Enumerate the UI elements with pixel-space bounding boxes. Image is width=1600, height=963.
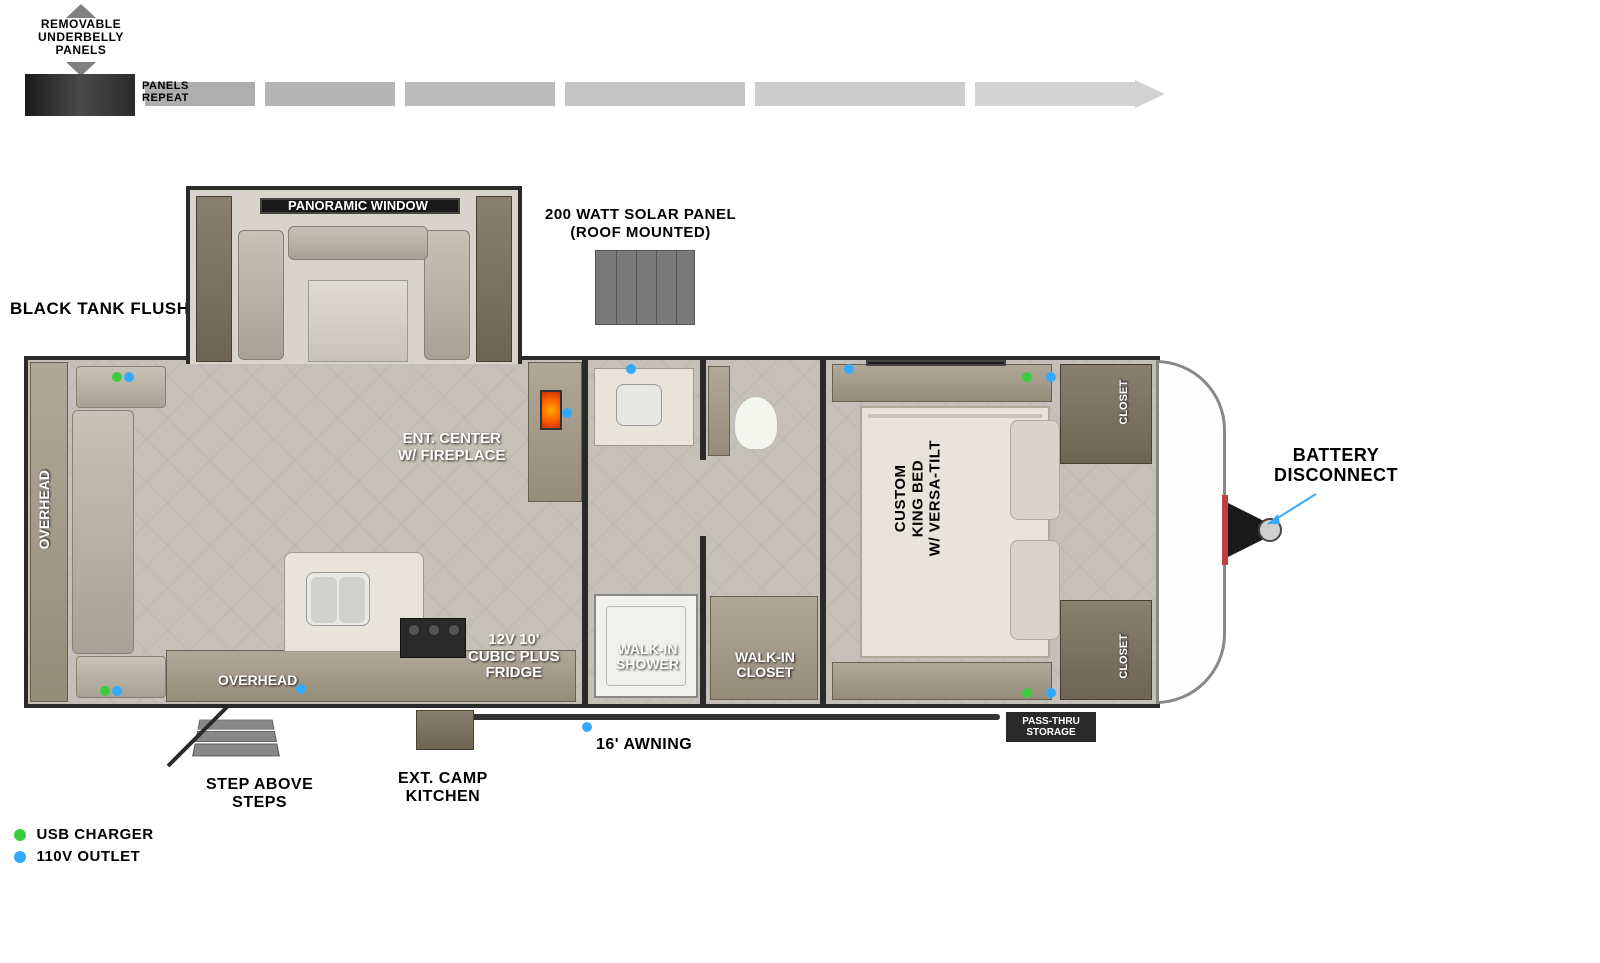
- outlet-110v-dot: [1046, 372, 1056, 382]
- pass-thru-badge: PASS-THRU STORAGE: [1006, 712, 1096, 742]
- rear-sofa: [72, 410, 134, 654]
- pillow-top: [1010, 420, 1060, 520]
- closet-bottom: [1060, 600, 1152, 700]
- awning-label: 16' AWNING: [596, 736, 692, 754]
- awning-bar: [454, 714, 1000, 720]
- ext-camp-kitchen: [416, 710, 474, 750]
- outlet-110v-dot: [626, 364, 636, 374]
- panel-arrow-end: [1135, 80, 1165, 108]
- overhead-kitchen-label: OVERHEAD: [218, 672, 297, 688]
- outlet-110v-dot: [582, 722, 592, 732]
- bath-sink: [616, 384, 662, 426]
- slideout: PANORAMIC WINDOW: [186, 186, 522, 364]
- arrow-up-icon: [66, 4, 96, 18]
- solar-label: 200 WATT SOLAR PANEL (ROOF MOUNTED): [545, 206, 736, 242]
- rear-end-table-top: [76, 366, 166, 408]
- dinette-table: [308, 280, 408, 362]
- slideout-wall-right: [476, 196, 512, 362]
- king-bed-label: CUSTOM KING BED W/ VERSA-TILT: [892, 440, 944, 556]
- ent-center-cabinet: [528, 362, 582, 502]
- usb-charger-dot: [100, 686, 110, 696]
- panels-repeat-label: PANELS REPEAT: [142, 80, 189, 104]
- kitchen-sink: [306, 572, 370, 626]
- walk-in-closet: [710, 596, 818, 700]
- panoramic-window-label: PANORAMIC WINDOW: [288, 198, 428, 213]
- outlet-110v-dot: [844, 364, 854, 374]
- walk-in-closet-label: WALK-IN CLOSET: [735, 650, 795, 681]
- pillow-bottom: [1010, 540, 1060, 640]
- legend-usb-label: USB CHARGER: [36, 826, 153, 843]
- fireplace: [540, 390, 562, 430]
- bath-wall-left: [582, 360, 588, 704]
- nightstand-bottom: [832, 662, 1052, 700]
- dinette-seat-right: [424, 230, 470, 360]
- outlet-dot-icon: [14, 851, 26, 863]
- bath-wall-mid-top: [700, 360, 706, 460]
- closet-bottom-label: CLOSET: [1118, 634, 1130, 679]
- stove: [400, 618, 466, 658]
- panel-2: [265, 82, 395, 106]
- step-above-label: STEP ABOVE STEPS: [206, 776, 313, 811]
- door-open-icon: [158, 706, 238, 786]
- bedroom-window: [866, 360, 1006, 366]
- bath-wall-mid: [700, 536, 706, 704]
- underbelly-label: REMOVABLE UNDERBELLY PANELS: [38, 18, 124, 58]
- closet-top-label: CLOSET: [1118, 380, 1130, 425]
- battery-arrow-icon: [1260, 490, 1320, 530]
- outlet-110v-dot: [562, 408, 572, 418]
- black-tank-flush-label: BLACK TANK FLUSH: [10, 300, 190, 319]
- bath-wall-right: [820, 360, 826, 704]
- usb-dot-icon: [14, 829, 26, 841]
- panel-row: [0, 82, 1280, 110]
- ext-camp-kitchen-label: EXT. CAMP KITCHEN: [398, 770, 488, 805]
- overhead-rear-label: OVERHEAD: [36, 470, 52, 549]
- panel-0: [25, 74, 135, 116]
- battery-disconnect-label: BATTERY DISCONNECT: [1274, 446, 1398, 486]
- panel-6: [975, 82, 1135, 106]
- outlet-110v-dot: [124, 372, 134, 382]
- closet-top: [1060, 364, 1152, 464]
- outlet-110v-dot: [112, 686, 122, 696]
- dinette-seat-back: [288, 226, 428, 260]
- solar-panel: [595, 250, 695, 325]
- ent-center-label: ENT. CENTER W/ FIREPLACE: [398, 430, 506, 465]
- panel-3: [405, 82, 555, 106]
- nightstand-top: [832, 364, 1052, 402]
- outlet-110v-dot: [296, 684, 306, 694]
- toilet: [734, 396, 778, 450]
- walk-in-shower-label: WALK-IN SHOWER: [616, 642, 679, 673]
- dinette-seat-left: [238, 230, 284, 360]
- legend: USB CHARGER 110V OUTLET: [14, 826, 154, 866]
- slideout-wall-left: [196, 196, 232, 362]
- usb-charger-dot: [112, 372, 122, 382]
- panel-4: [565, 82, 745, 106]
- nose-cap: [1156, 360, 1226, 704]
- fridge-label: 12V 10' CUBIC PLUS FRIDGE: [468, 632, 560, 682]
- legend-usb: USB CHARGER: [14, 826, 154, 844]
- legend-outlet-label: 110V OUTLET: [36, 848, 140, 865]
- usb-charger-dot: [1022, 372, 1032, 382]
- linen-cabinet: [708, 366, 730, 456]
- outlet-110v-dot: [1046, 688, 1056, 698]
- panel-5: [755, 82, 965, 106]
- legend-outlet: 110V OUTLET: [14, 848, 154, 866]
- usb-charger-dot: [1022, 688, 1032, 698]
